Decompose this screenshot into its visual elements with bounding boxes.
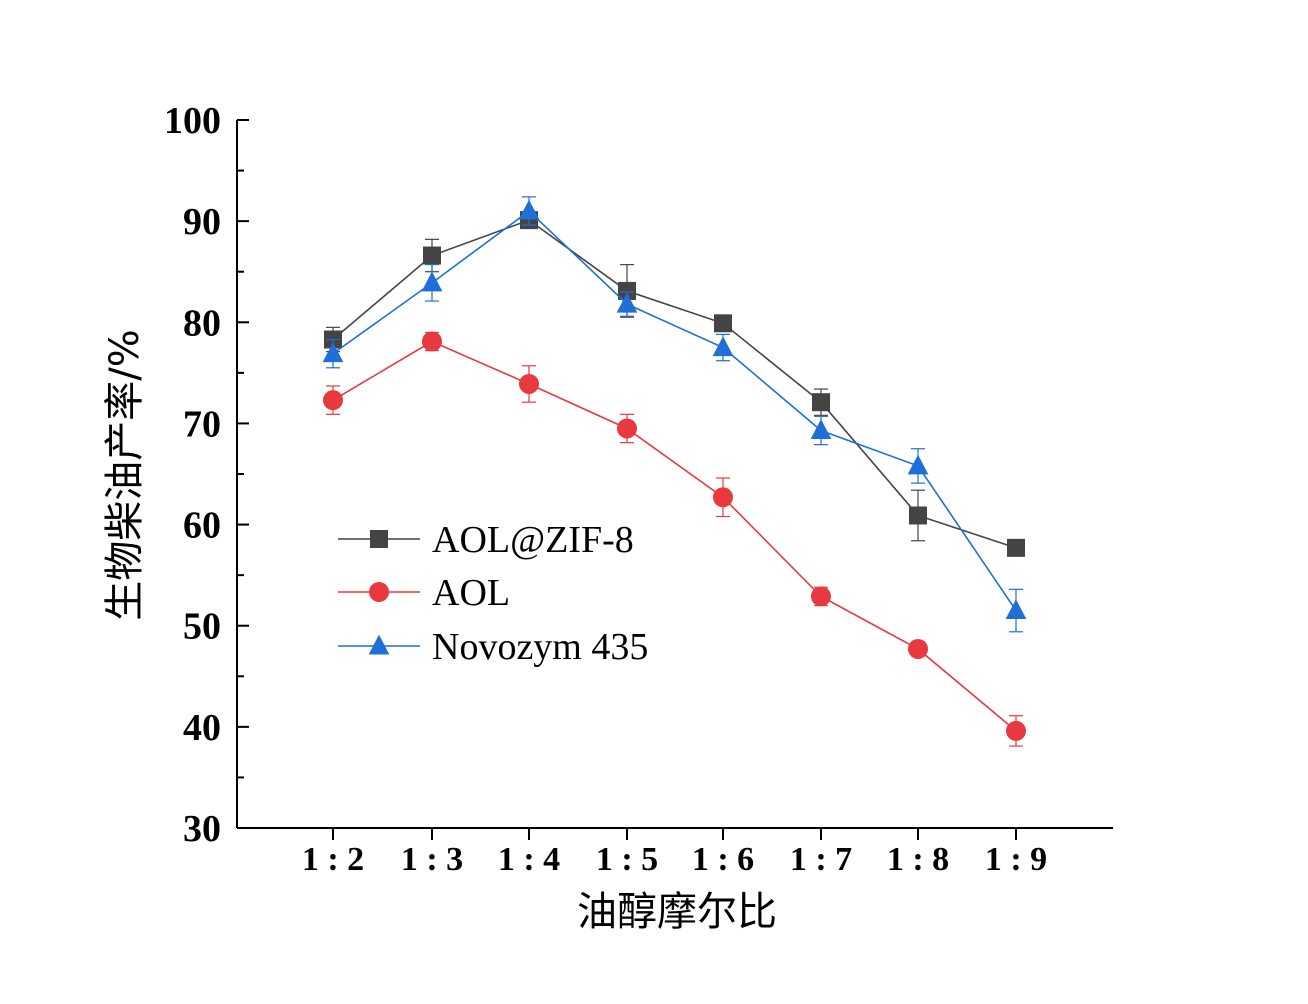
data-point xyxy=(1006,720,1026,741)
data-point xyxy=(907,454,929,475)
data-point xyxy=(617,418,637,439)
data-point xyxy=(423,246,441,265)
y-tick-label: 80 xyxy=(183,302,221,344)
y-axis-label: 生物柴油产率/% xyxy=(102,329,148,620)
legend-label: AOL xyxy=(432,572,510,614)
data-point xyxy=(908,638,928,659)
legend-label: Novozym 435 xyxy=(432,626,648,668)
data-point xyxy=(909,506,927,525)
data-point xyxy=(1007,538,1025,557)
data-point xyxy=(422,331,442,352)
series-1 xyxy=(323,331,1026,747)
data-point xyxy=(323,390,343,411)
data-point xyxy=(810,419,832,440)
data-point xyxy=(519,373,539,394)
data-point xyxy=(322,342,344,363)
legend-marker xyxy=(368,634,390,655)
x-axis-label: 油醇摩尔比 xyxy=(577,889,777,935)
series-0 xyxy=(324,211,1025,557)
data-point xyxy=(421,271,443,292)
series-line xyxy=(332,209,1017,611)
y-tick-label: 30 xyxy=(183,808,221,850)
y-tick-label: 100 xyxy=(164,100,221,142)
x-tick-label: 1 : 4 xyxy=(498,841,560,878)
data-point xyxy=(518,199,540,220)
x-tick-label: 1 : 8 xyxy=(887,841,949,878)
legend: AOL@ZIF-8 AOL Novozym 435 xyxy=(338,519,648,668)
y-ticks: 30 40 50 60 70 80 90 100 xyxy=(164,100,249,850)
y-tick-label: 50 xyxy=(183,606,221,648)
series-layer xyxy=(322,196,1027,747)
legend-marker xyxy=(369,582,389,602)
y-tick-label: 60 xyxy=(183,505,221,547)
data-point xyxy=(618,281,636,300)
y-tick-label: 40 xyxy=(183,707,221,749)
x-tick-label: 1 : 3 xyxy=(401,841,463,878)
data-point xyxy=(714,314,732,333)
data-point xyxy=(712,336,734,357)
data-point xyxy=(616,292,638,313)
axes xyxy=(236,120,1113,829)
x-tick-label: 1 : 2 xyxy=(302,841,364,878)
x-tick-label: 1 : 5 xyxy=(596,841,658,878)
legend-label: AOL@ZIF-8 xyxy=(432,519,634,561)
x-tick-label: 1 : 9 xyxy=(985,841,1047,878)
series-line xyxy=(332,219,1017,549)
series-line xyxy=(332,340,1017,732)
data-point xyxy=(713,487,733,508)
legend-marker xyxy=(370,530,388,548)
y-tick-label: 70 xyxy=(183,403,221,445)
x-ticks: 1 : 2 1 : 3 1 : 4 1 : 5 1 : 6 1 : 7 1 : 8 1 : 9 xyxy=(302,828,1047,878)
x-tick-label: 1 : 6 xyxy=(692,841,754,878)
data-point xyxy=(811,586,831,607)
x-tick-label: 1 : 7 xyxy=(790,841,852,878)
series-2 xyxy=(322,196,1027,633)
data-point xyxy=(812,393,830,412)
y-tick-label: 90 xyxy=(183,201,221,243)
data-point xyxy=(1005,599,1027,620)
